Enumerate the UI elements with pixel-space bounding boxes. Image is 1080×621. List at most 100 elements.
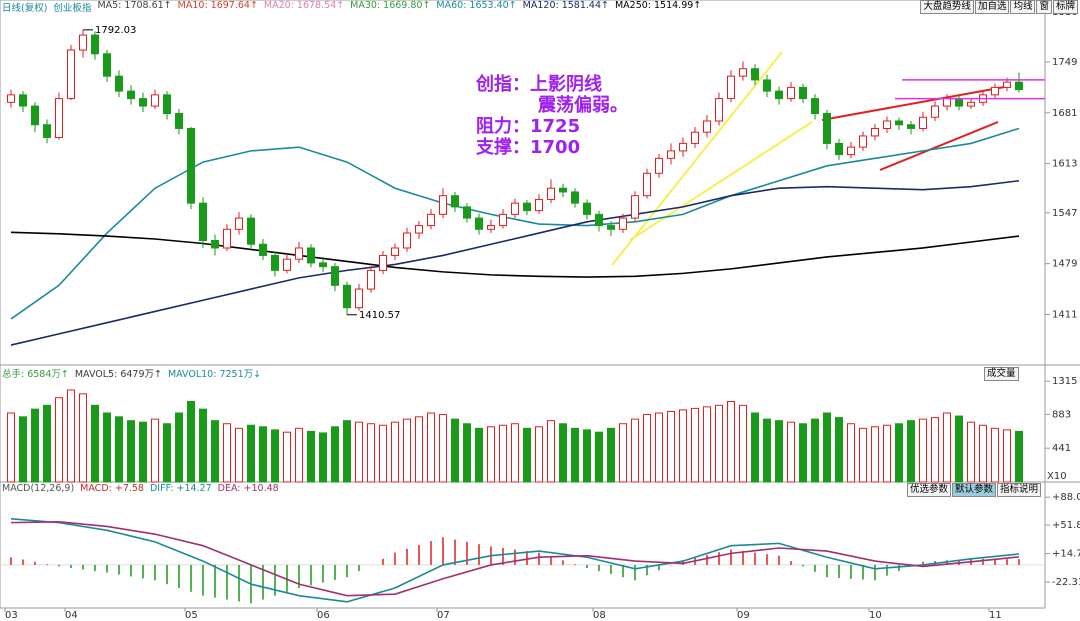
candle-body: [379, 254, 387, 271]
volume-bar: [331, 426, 339, 483]
volume-bar: [883, 424, 891, 483]
volume-bar: [475, 427, 483, 483]
macd-value: DIFF: +14.27: [149, 483, 212, 494]
annotation-line: 创指：上影阴线: [476, 74, 602, 95]
volume-bar: [127, 420, 135, 483]
y-tick-label: 883: [1052, 409, 1071, 420]
candle-body: [343, 284, 351, 309]
candle-body: [415, 225, 423, 234]
ma-value: MA5: 1708.61↑: [97, 0, 172, 11]
button[interactable]: 优选参数: [907, 483, 952, 497]
toolbar-button[interactable]: 均线: [1010, 0, 1036, 14]
volume-bar: [631, 418, 639, 483]
candle-body: [427, 213, 435, 227]
candle-body: [787, 86, 795, 100]
trend-line: [611, 51, 783, 266]
volume-bar: [67, 389, 75, 483]
volume-bar: [103, 412, 111, 483]
candle-body: [835, 142, 843, 156]
candle-body: [931, 105, 939, 118]
macd-line: [10, 517, 1020, 603]
candle-body: [187, 127, 195, 204]
volume-bar: [79, 393, 87, 483]
volume-bar: [979, 424, 987, 483]
volume-bar: [703, 406, 711, 483]
candle-body: [475, 217, 483, 230]
volume-bar: [619, 423, 627, 483]
volume-bar: [379, 424, 387, 483]
candle-body: [991, 86, 999, 96]
candle-body: [163, 94, 171, 115]
button[interactable]: 默认参数: [952, 483, 997, 497]
candle-body: [631, 195, 639, 219]
candle-body: [607, 225, 615, 230]
volume-bar: [367, 423, 375, 483]
y-tick-label: +51.84: [1052, 520, 1080, 531]
x-tick-label: 06: [317, 610, 330, 621]
candle-body: [703, 120, 711, 133]
volume-bar: [403, 418, 411, 483]
volume-bar: [223, 423, 231, 483]
candle-body: [559, 187, 567, 193]
volume-bar: [415, 416, 423, 483]
candle-body: [583, 202, 591, 215]
volume-bar: [523, 427, 531, 483]
candle-body: [103, 53, 111, 77]
annotation-line: 支撑：1700: [476, 137, 581, 158]
macd-legend: MACD(12,26,9) MACD: +7.58 DIFF: +14.27 DEA:…: [2, 483, 279, 494]
volume-value: MAVOL5: 6479万↑: [74, 369, 162, 380]
y-tick-label: 1749: [1052, 57, 1077, 68]
macd-value: MACD: +7.58: [80, 483, 144, 494]
candle-body: [775, 90, 783, 100]
volume-bar: [667, 410, 675, 483]
toolbar-button[interactable]: 标牌: [1052, 0, 1078, 14]
volume-bar: [811, 418, 819, 483]
volume-bar: [1003, 429, 1011, 483]
toolbar-button[interactable]: 加自选: [974, 0, 1010, 14]
volume-switch[interactable]: 成交量: [984, 367, 1019, 381]
candle-body: [403, 232, 411, 249]
ma-value: MA30: 1669.80↑: [350, 0, 431, 11]
candle-body: [847, 146, 855, 156]
candle-body: [139, 98, 147, 107]
channel-line: [879, 121, 999, 171]
y-tick-label: 1479: [1052, 259, 1077, 270]
volume-bar: [679, 409, 687, 483]
candle-body: [943, 98, 951, 107]
candle-body: [19, 94, 27, 107]
volume-bar: [487, 426, 495, 483]
volume-bar: [295, 427, 303, 483]
volume-bar: [343, 420, 351, 483]
candle-body: [499, 213, 507, 227]
volume-bar: [499, 424, 507, 483]
button[interactable]: 成交量: [984, 367, 1019, 381]
candle-body: [43, 124, 51, 138]
candle-body: [235, 217, 243, 230]
x-tick-label: 08: [593, 610, 606, 621]
candle-body: [319, 262, 327, 268]
x-tick-label: 11: [989, 610, 1002, 621]
volume-bar: [727, 401, 735, 483]
volume-bar: [535, 426, 543, 483]
annotation-line: 阻力：1725: [476, 116, 581, 137]
x-tick-label: 05: [185, 610, 198, 621]
candle-body: [619, 217, 627, 230]
candle-body: [511, 202, 519, 215]
volume-bar: [583, 429, 591, 483]
y-tick-label: -22.31: [1052, 577, 1080, 588]
toolbar-button[interactable]: 窗: [1036, 0, 1052, 14]
y-tick-label: 1315: [1052, 376, 1077, 387]
macd-buttons: 优选参数 默认参数 指标说明: [907, 483, 1042, 497]
volume-bar: [439, 414, 447, 483]
candle-body: [799, 86, 807, 100]
volume-bar: [775, 420, 783, 483]
candle-body: [667, 150, 675, 159]
volume-bar: [571, 427, 579, 483]
volume-bar: [175, 412, 183, 483]
button[interactable]: 指标说明: [997, 483, 1042, 497]
volume-bar: [607, 427, 615, 483]
volume-bar: [763, 418, 771, 483]
candle-body: [355, 288, 363, 309]
toolbar-button[interactable]: 大盘趋势线: [920, 0, 974, 14]
candle-body: [763, 79, 771, 92]
